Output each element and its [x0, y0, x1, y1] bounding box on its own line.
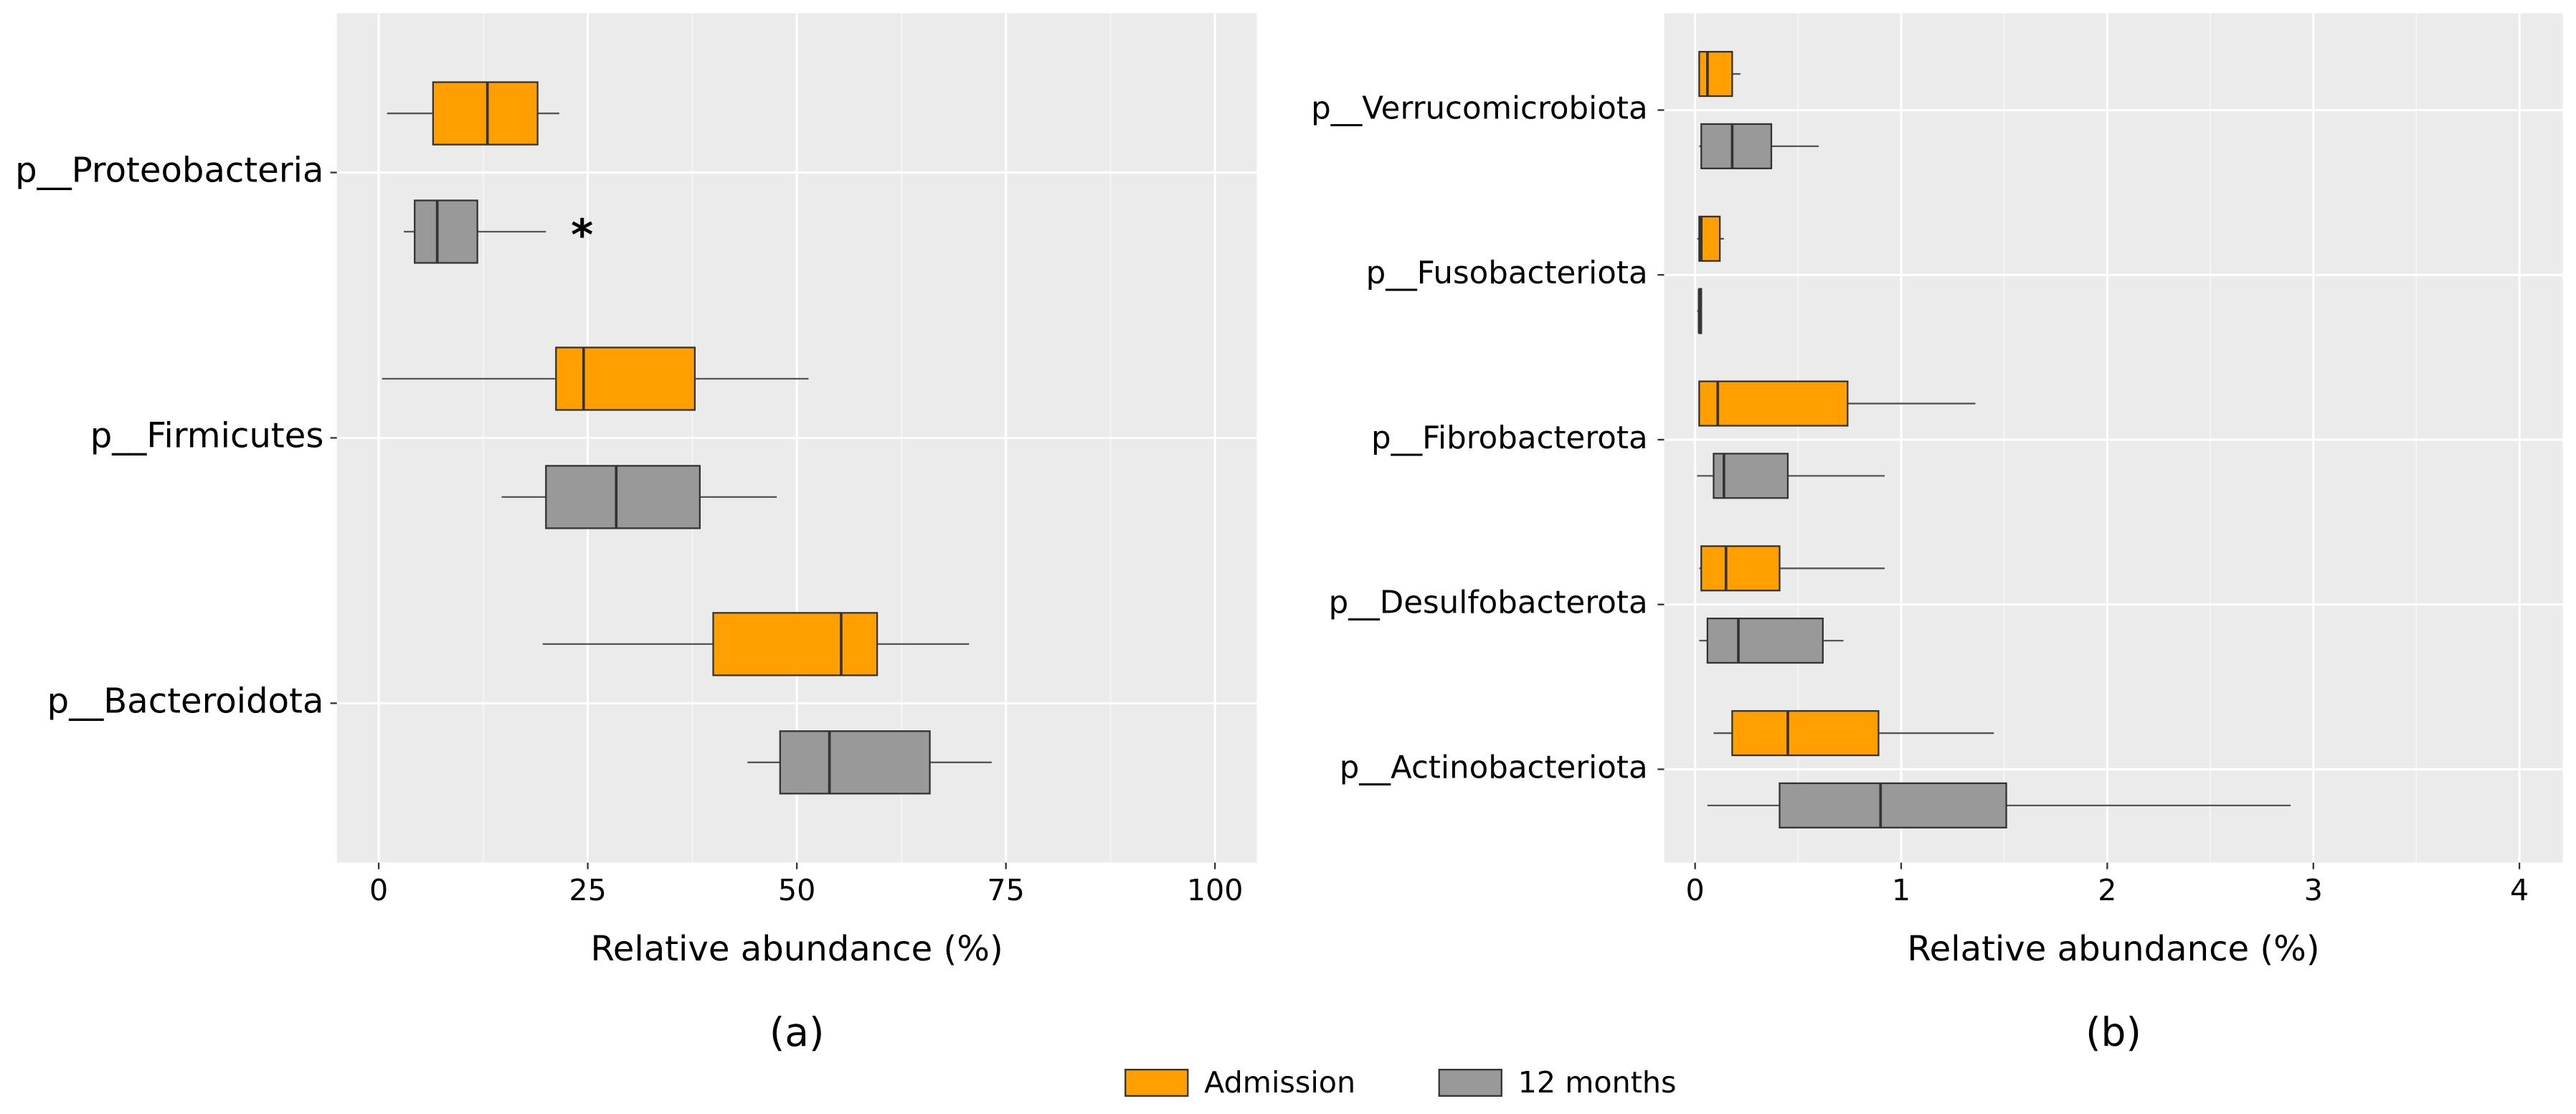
x-axis-label: Relative abundance (%) [591, 929, 1003, 969]
y-tick-label: p__Proteobacteria [15, 151, 323, 191]
box [1698, 51, 1733, 98]
box [545, 465, 701, 529]
panel-caption: (a) [770, 1009, 825, 1055]
box [1698, 380, 1849, 427]
x-tick-label: 100 [1187, 873, 1244, 907]
box [1700, 545, 1781, 592]
box [555, 346, 696, 411]
box [712, 612, 879, 676]
x-tick-label: 4 [2510, 873, 2529, 907]
x-tick-label: 3 [2304, 873, 2323, 907]
y-tick-label: p__Bacteroidota [47, 681, 324, 721]
legend-swatch [1124, 1069, 1189, 1097]
legend-label: 12 months [1518, 1065, 1677, 1100]
box [1706, 618, 1824, 664]
x-tick-label: 25 [569, 873, 606, 907]
y-tick-label: p__Verrucomicrobiota [1311, 90, 1647, 126]
y-tick-label: p__Actinobacteriota [1340, 750, 1648, 785]
x-tick-label: 75 [987, 873, 1024, 907]
x-tick-label: 1 [1892, 873, 1910, 907]
box [1698, 215, 1721, 262]
legend-swatch [1438, 1069, 1502, 1097]
box [1779, 782, 2007, 829]
box [432, 81, 539, 146]
box [1713, 453, 1789, 499]
box [1731, 709, 1880, 757]
x-axis-label: Relative abundance (%) [1907, 929, 2319, 969]
box [1700, 123, 1773, 169]
x-tick-label: 0 [369, 873, 388, 907]
y-tick-label: p__Desulfobacterota [1329, 585, 1648, 621]
panel-caption: (b) [2085, 1009, 2141, 1055]
legend-label: Admission [1204, 1065, 1355, 1100]
x-tick-label: 50 [778, 873, 815, 907]
y-tick-label: p__Firmicutes [90, 415, 324, 455]
box [414, 199, 478, 264]
x-tick-label: 2 [2098, 873, 2116, 907]
box [779, 730, 931, 795]
x-tick-label: 0 [1686, 873, 1705, 907]
y-tick-label: p__Fibrobacterota [1371, 420, 1648, 456]
annotation: * [571, 211, 593, 260]
y-tick-label: p__Fusobacteriota [1366, 255, 1648, 291]
